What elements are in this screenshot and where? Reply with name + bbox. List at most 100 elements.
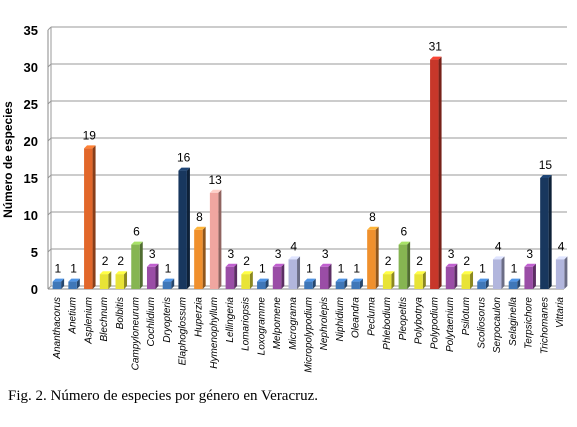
x-axis-categories: Ananthacorus Anetium Asplenium Blechnum Bolb…	[52, 297, 566, 373]
bar-nephrolepis	[319, 263, 332, 289]
y-tick-label: 0	[31, 282, 38, 297]
bar-front	[555, 259, 565, 289]
bar-front	[146, 266, 156, 289]
x-tick-label: Vittaria	[555, 297, 566, 328]
x-tick-label: Niphidium	[335, 297, 346, 341]
bar-top	[84, 145, 96, 149]
bar-top	[194, 226, 206, 230]
bar-front	[524, 266, 533, 289]
data-label: 1	[165, 262, 172, 276]
y-axis-ticks: 0 5 10 15 20 25 30 35	[24, 23, 38, 297]
bar-top	[162, 278, 175, 282]
x-tick-label: Polypodium	[429, 297, 440, 349]
bar-side	[501, 256, 505, 289]
y-tick-label: 15	[24, 171, 38, 186]
bar-top	[335, 278, 348, 282]
data-label: 1	[338, 262, 345, 276]
bar-side	[61, 278, 65, 289]
bar-side	[281, 263, 285, 289]
bar-phlebodium	[382, 271, 395, 289]
bar-front	[414, 274, 423, 289]
data-label: 15	[539, 158, 553, 172]
bar-top	[209, 189, 222, 193]
bar-top	[461, 271, 474, 275]
y-axis-label: Número de especies	[1, 101, 15, 218]
bar-front	[209, 192, 219, 289]
bar-top	[178, 167, 190, 171]
x-tick-label: Ananthacorus	[52, 297, 63, 360]
x-tick-label: Cochlidium	[146, 297, 157, 346]
bar-front	[68, 281, 77, 289]
data-label: 1	[259, 262, 266, 276]
bar-front	[351, 281, 360, 289]
bar-front	[492, 259, 502, 289]
bar-side	[92, 145, 96, 289]
data-label: 1	[306, 262, 313, 276]
bar-bolbitis	[115, 271, 128, 289]
data-label: 2	[243, 254, 250, 268]
bar-top	[555, 256, 568, 260]
bar-top	[99, 271, 112, 275]
data-label: 2	[117, 254, 124, 268]
bar-top	[477, 278, 489, 282]
data-label: 8	[369, 210, 376, 224]
bar-side	[76, 278, 80, 289]
bar-terpsichore	[524, 263, 536, 289]
bar-front	[445, 266, 455, 289]
bar-front	[335, 281, 345, 289]
bar-front	[508, 281, 518, 289]
data-label: 19	[83, 128, 97, 142]
bar-side	[391, 271, 395, 289]
data-label: 1	[479, 262, 486, 276]
bar-side	[375, 226, 379, 289]
bar-top	[241, 271, 253, 275]
data-label: 31	[429, 40, 443, 54]
bar-side	[218, 189, 222, 289]
y-tick-label: 5	[31, 245, 38, 260]
data-label: 1	[55, 262, 62, 276]
bar-ananthacorus	[52, 278, 65, 289]
bar-side	[234, 263, 238, 289]
bar-top	[68, 278, 80, 282]
bar-lellingeria	[225, 263, 238, 289]
bar-side	[297, 256, 301, 289]
x-tick-label: Bolbitis	[115, 297, 126, 329]
x-tick-label: Pleopeltis	[398, 297, 409, 340]
bar-side	[359, 278, 363, 289]
bar-side	[171, 278, 175, 289]
bar-side	[532, 263, 536, 289]
x-tick-label: Scoliosorus	[477, 297, 488, 349]
bar-front	[398, 244, 408, 289]
bars	[52, 56, 568, 289]
bar-dryopteris	[162, 278, 175, 289]
bar-trichomanes	[540, 175, 552, 289]
bar-top	[382, 271, 395, 275]
bar-front	[52, 281, 62, 289]
bar-campyloneurum	[131, 241, 143, 289]
x-tick-label: Nephrolepis	[319, 297, 330, 350]
bar-elaphoglossum	[178, 167, 190, 289]
data-label: 2	[385, 254, 392, 268]
bar-top	[430, 56, 442, 60]
bar-huperzia	[194, 226, 206, 289]
bar-psilotum	[461, 271, 474, 289]
x-tick-label: Blechnum	[99, 297, 110, 341]
bar-anetium	[68, 278, 80, 289]
bar-front	[288, 259, 298, 289]
x-tick-label: Anetium	[68, 297, 79, 335]
bar-top	[288, 256, 301, 260]
data-label: 4	[290, 239, 297, 253]
x-tick-label: Oleandra	[351, 297, 362, 339]
bar-micropolypodium	[304, 278, 316, 289]
data-label: 1	[353, 262, 360, 276]
x-tick-label: Elaphoglossum	[178, 297, 189, 365]
x-tick-label: Pecluma	[366, 297, 377, 336]
bar-front	[367, 229, 376, 289]
bar-front	[241, 274, 250, 289]
bar-selaginella	[508, 278, 521, 289]
bar-top	[225, 263, 238, 267]
bar-lomariopsis	[241, 271, 253, 289]
bar-side	[517, 278, 521, 289]
bar-micrograma	[288, 256, 301, 289]
bar-blechnum	[99, 271, 112, 289]
